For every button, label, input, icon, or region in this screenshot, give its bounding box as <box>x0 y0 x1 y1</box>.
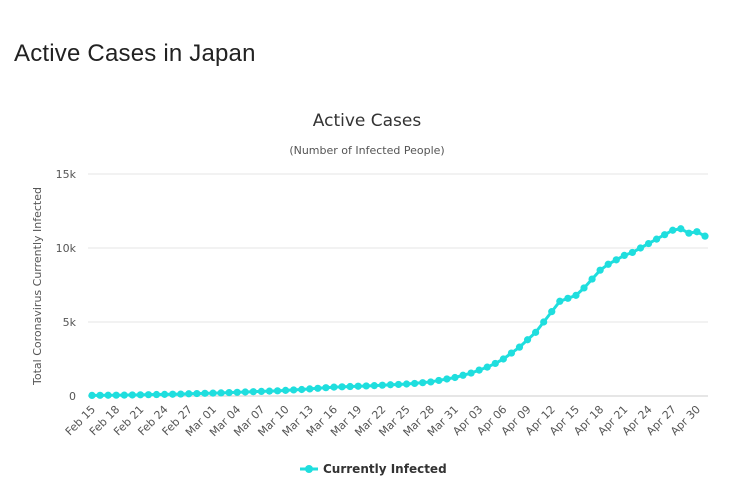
data-point[interactable] <box>128 391 136 399</box>
data-point[interactable] <box>104 391 112 399</box>
data-point[interactable] <box>185 390 193 398</box>
data-point[interactable] <box>588 275 596 283</box>
data-point[interactable] <box>548 308 556 316</box>
data-point[interactable] <box>306 385 314 393</box>
data-point[interactable] <box>693 228 701 236</box>
data-point[interactable] <box>427 378 435 386</box>
data-point[interactable] <box>322 384 330 392</box>
data-point[interactable] <box>507 349 516 357</box>
data-point[interactable] <box>483 363 491 371</box>
data-point[interactable] <box>290 386 298 394</box>
data-point[interactable] <box>144 391 153 399</box>
data-point[interactable] <box>685 229 693 237</box>
data-point[interactable] <box>644 239 653 248</box>
y-axis-ticks: 0 5k 10k 15k <box>56 168 77 403</box>
data-point[interactable] <box>209 389 217 397</box>
data-point[interactable] <box>370 382 378 390</box>
data-point[interactable] <box>669 226 677 234</box>
legend[interactable]: Currently Infected <box>300 462 447 476</box>
grid-lines <box>88 173 708 397</box>
data-point[interactable] <box>354 382 362 390</box>
chart-title: Active Cases <box>313 111 422 131</box>
data-point[interactable] <box>112 391 120 399</box>
data-point[interactable] <box>201 389 209 397</box>
y-tick-label: 0 <box>69 390 76 403</box>
data-point[interactable] <box>596 266 604 274</box>
data-point[interactable] <box>628 248 637 257</box>
data-point[interactable] <box>273 387 282 395</box>
data-point[interactable] <box>661 231 669 239</box>
data-point[interactable] <box>523 336 532 344</box>
data-point[interactable] <box>298 385 306 394</box>
data-point[interactable] <box>177 390 185 398</box>
data-point[interactable] <box>443 375 451 383</box>
data-point[interactable] <box>491 359 499 368</box>
data-point[interactable] <box>677 225 685 233</box>
data-point[interactable] <box>346 382 354 391</box>
chart-subtitle: (Number of Infected People) <box>289 144 444 157</box>
data-point[interactable] <box>265 387 274 395</box>
data-point[interactable] <box>330 383 338 391</box>
data-point[interactable] <box>532 328 540 336</box>
data-point[interactable] <box>152 390 161 399</box>
data-point[interactable] <box>96 391 104 399</box>
data-point[interactable] <box>620 251 628 259</box>
data-point[interactable] <box>249 388 257 396</box>
page-heading: Active Cases in Japan <box>14 40 256 67</box>
data-point[interactable] <box>225 388 233 397</box>
data-point[interactable] <box>459 371 467 379</box>
data-point[interactable] <box>467 369 475 377</box>
data-point[interactable] <box>394 380 403 389</box>
data-point[interactable] <box>362 382 370 390</box>
data-point[interactable] <box>88 391 96 400</box>
data-point[interactable] <box>338 383 346 391</box>
data-point[interactable] <box>701 232 709 240</box>
data-point[interactable] <box>193 389 201 398</box>
data-point[interactable] <box>451 373 459 382</box>
data-point[interactable] <box>604 260 612 268</box>
data-point[interactable] <box>411 379 419 388</box>
data-point[interactable] <box>435 376 443 385</box>
data-point[interactable] <box>572 291 580 299</box>
data-point[interactable] <box>653 235 661 243</box>
data-point[interactable] <box>475 366 483 374</box>
data-point[interactable] <box>540 318 548 326</box>
y-axis-title: Total Coronavirus Currently Infected <box>31 187 44 386</box>
data-point[interactable] <box>120 391 128 399</box>
data-point[interactable] <box>217 389 225 397</box>
data-point[interactable] <box>233 388 241 396</box>
y-tick-label: 10k <box>56 242 77 255</box>
data-point[interactable] <box>257 387 265 396</box>
data-point[interactable] <box>402 380 411 388</box>
data-point[interactable] <box>241 388 249 396</box>
data-point[interactable] <box>281 386 290 394</box>
y-tick-label: 5k <box>63 316 77 329</box>
series-line-currently-infected <box>91 227 706 397</box>
data-point[interactable] <box>564 294 572 302</box>
data-point[interactable] <box>612 256 620 264</box>
data-point[interactable] <box>160 390 169 398</box>
data-point[interactable] <box>169 390 177 398</box>
data-point[interactable] <box>378 381 386 389</box>
data-point[interactable] <box>419 379 427 387</box>
legend-label-currently-infected: Currently Infected <box>323 462 447 476</box>
data-point[interactable] <box>136 391 144 399</box>
data-point[interactable] <box>515 343 524 351</box>
y-tick-label: 15k <box>56 168 77 181</box>
data-point[interactable] <box>580 284 588 292</box>
data-point[interactable] <box>636 244 645 252</box>
legend-swatch-marker <box>305 465 313 473</box>
series-points <box>88 225 709 400</box>
data-point[interactable] <box>556 297 564 305</box>
data-point[interactable] <box>314 384 322 392</box>
data-point[interactable] <box>499 355 507 363</box>
data-point[interactable] <box>386 381 395 389</box>
